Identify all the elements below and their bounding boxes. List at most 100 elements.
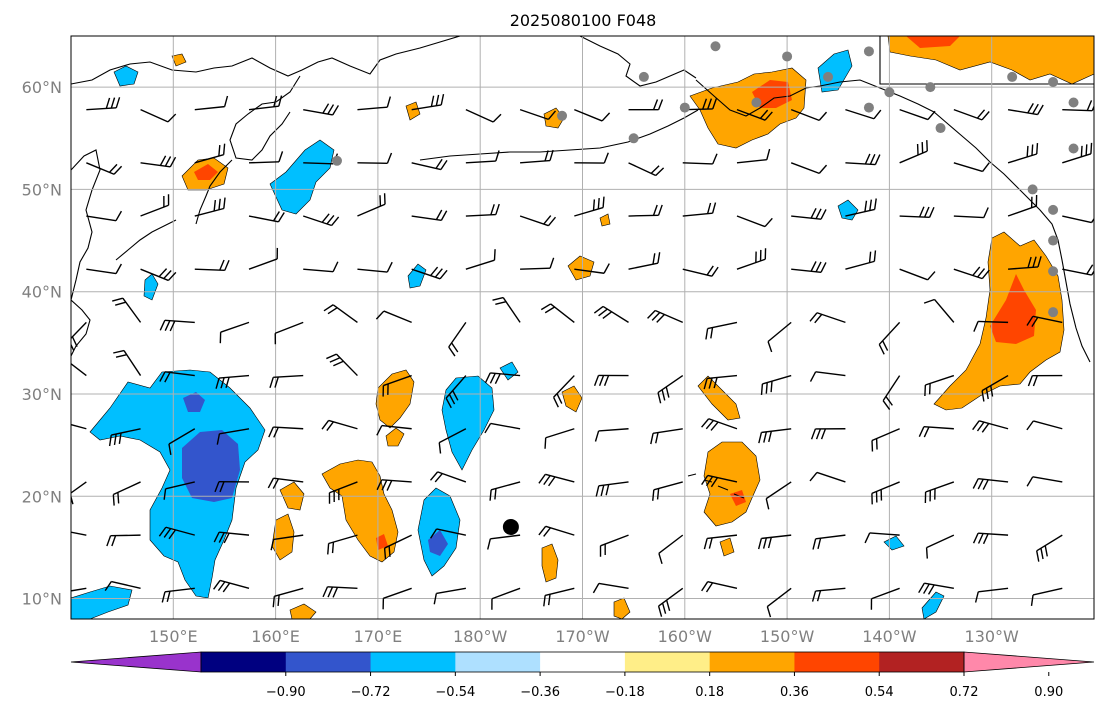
- wind-barb: [112, 481, 141, 506]
- wind-barb: [194, 95, 229, 111]
- station-dot-layer: [331, 41, 1079, 318]
- positive-region-central-7: [561, 385, 583, 413]
- wind-barb: [248, 247, 279, 270]
- wind-barb: [108, 428, 141, 447]
- wind-barb: [592, 582, 629, 594]
- station-dot: [863, 102, 874, 113]
- wind-barb: [972, 478, 1009, 490]
- latitude-label: 60°N: [22, 78, 62, 97]
- wind-barb: [870, 587, 900, 610]
- coastline-japan: [71, 299, 91, 357]
- wind-barb: [594, 428, 629, 442]
- wind-barb: [574, 263, 610, 274]
- wind-barb: [1026, 420, 1063, 431]
- colorbar-extend-low: [70, 651, 202, 673]
- wind-barb: [465, 249, 496, 270]
- wind-barb: [899, 140, 928, 164]
- longitude-label: 150°W: [760, 627, 815, 646]
- wind-barb: [376, 479, 412, 491]
- latitude-label: 30°N: [22, 385, 62, 404]
- wind-barb: [599, 534, 629, 557]
- wind-barb: [899, 268, 936, 281]
- wind-barb: [650, 428, 683, 445]
- wind-barb: [168, 428, 196, 455]
- wind-barb: [538, 473, 575, 487]
- wind-barb: [845, 153, 881, 166]
- wind-barb: [519, 215, 557, 227]
- wind-barb: [812, 534, 846, 550]
- wind-barb: [302, 213, 340, 227]
- colorbar-tick-label: −0.90: [266, 685, 306, 700]
- wind-barb: [736, 248, 767, 270]
- wind-barb: [215, 374, 250, 389]
- station-dot: [557, 110, 568, 121]
- positive-region-south-1: [289, 603, 317, 619]
- colorbar-segment: [879, 652, 965, 672]
- wind-barb: [701, 474, 738, 488]
- wind-barb: [321, 419, 358, 432]
- wind-barb: [924, 481, 955, 504]
- latitude-label: 40°N: [22, 283, 62, 302]
- wind-barb: [593, 305, 629, 323]
- wind-barb: [411, 209, 448, 222]
- wind-barb: [216, 428, 250, 445]
- wind-barb: [703, 534, 738, 550]
- latitude-label: 10°N: [22, 590, 62, 609]
- negative-region-small-2: [407, 263, 427, 289]
- wind-barb: [1062, 215, 1094, 224]
- positive-region-hawaii: [703, 441, 761, 527]
- longitude-label: 170°E: [354, 627, 403, 646]
- station-dot: [1048, 204, 1059, 215]
- wind-barb: [357, 193, 386, 217]
- colorbar-segment: [540, 652, 626, 672]
- wind-barb: [213, 579, 250, 593]
- wind-barb: [658, 534, 684, 565]
- wind-barb: [445, 375, 467, 409]
- wind-barb: [736, 108, 773, 121]
- positive-region-northeast-corner: [887, 36, 1094, 85]
- wind-barb: [448, 321, 467, 357]
- wind-barb: [657, 587, 684, 617]
- wind-barb: [543, 587, 575, 607]
- coastline-layer: [71, 36, 1094, 499]
- colorbar-segment: [285, 652, 372, 672]
- latitude-label: 20°N: [22, 487, 62, 506]
- wind-barb: [882, 375, 901, 410]
- wind-barb: [765, 481, 792, 510]
- wind-barb: [383, 534, 412, 560]
- wind-barb: [86, 263, 123, 275]
- wind-barb: [327, 534, 358, 555]
- wind-barb: [652, 481, 683, 501]
- station-dot: [751, 97, 762, 108]
- wind-barb: [267, 477, 304, 489]
- wind-barb: [465, 150, 500, 164]
- wind-barb: [703, 374, 738, 390]
- colorbar-tick-label: 0.36: [780, 685, 809, 700]
- wind-barb: [411, 158, 448, 171]
- negative-core-west-pacific-north: [183, 392, 205, 412]
- station-dot: [782, 51, 793, 62]
- wind-barb: [104, 580, 141, 592]
- station-dot: [1048, 266, 1059, 277]
- station-dot: [1048, 307, 1059, 318]
- wind-barb: [593, 374, 629, 386]
- wind-barb: [766, 587, 792, 618]
- wind-barb: [736, 148, 771, 164]
- colorbar-segment: [201, 652, 287, 672]
- wind-barb: [790, 108, 828, 122]
- wind-barb: [484, 422, 521, 434]
- wind-barb: [433, 587, 466, 605]
- wind-barb: [194, 143, 226, 164]
- latitude-labels: 10°N 20°N 30°N 40°N 50°N 60°N: [22, 78, 62, 608]
- wind-barb: [628, 252, 661, 270]
- colorbar-tick-label: −0.72: [351, 685, 391, 700]
- figure-title: 2025080100 F048: [510, 11, 657, 30]
- longitude-label: 150°E: [149, 627, 198, 646]
- wind-barb: [269, 374, 304, 389]
- wind-barb: [767, 321, 792, 353]
- wind-barb: [972, 420, 1009, 433]
- wind-barb: [272, 587, 304, 608]
- coastline-asia-northeast: [71, 36, 461, 85]
- positive-region-central-6: [541, 543, 559, 583]
- wind-barb: [845, 198, 877, 217]
